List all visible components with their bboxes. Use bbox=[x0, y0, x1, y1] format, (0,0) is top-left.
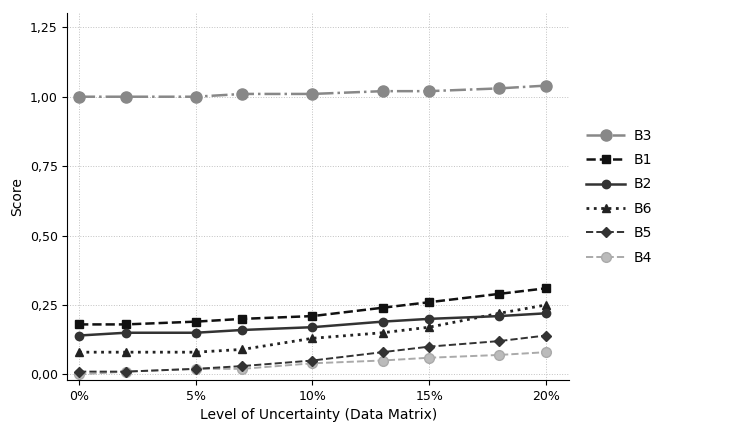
Y-axis label: Score: Score bbox=[10, 177, 24, 216]
X-axis label: Level of Uncertainty (Data Matrix): Level of Uncertainty (Data Matrix) bbox=[200, 408, 437, 422]
Legend: B3, B1, B2, B6, B5, B4: B3, B1, B2, B6, B5, B4 bbox=[586, 129, 652, 265]
